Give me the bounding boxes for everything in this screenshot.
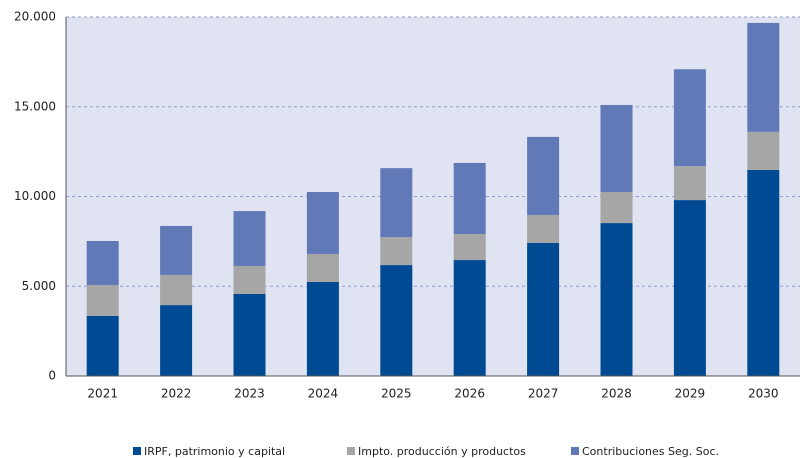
bar-segment (86, 315, 119, 376)
legend-swatch (133, 447, 141, 455)
bar-segment (600, 104, 633, 193)
bar-segment (306, 192, 339, 254)
bar-segment (747, 169, 780, 376)
x-tick-label: 2025 (381, 387, 412, 401)
legend-swatch (347, 447, 355, 455)
x-tick-label: 2022 (161, 387, 192, 401)
x-tick-label: 2027 (528, 387, 559, 401)
bar-segment (453, 234, 486, 261)
bar-segment (380, 168, 413, 238)
bar-segment (453, 260, 486, 376)
bar-segment (747, 131, 780, 170)
bar-segment (233, 265, 266, 294)
bar-segment (747, 22, 780, 132)
bar-segment (160, 305, 193, 376)
bar-segment (233, 211, 266, 266)
bar-segment (233, 293, 266, 376)
bar-segment (306, 281, 339, 376)
x-tick-label: 2023 (234, 387, 265, 401)
bar-segment (673, 200, 706, 376)
bar-segment (453, 162, 486, 235)
y-tick-label: 10.000 (14, 189, 56, 203)
legend: IRPF, patrimonio y capital Impto. producc… (133, 445, 719, 458)
y-tick-label: 20.000 (14, 10, 56, 24)
x-tick-label: 2024 (308, 387, 339, 401)
x-tick-label: 2029 (675, 387, 706, 401)
bar-segment (600, 192, 633, 224)
legend-label: Contribuciones Seg. Soc. (582, 445, 719, 458)
bar-segment (86, 241, 119, 285)
bar-segment (600, 223, 633, 376)
bar-segment (306, 253, 339, 282)
bar-segment (86, 284, 119, 316)
bar-segment (527, 136, 560, 215)
x-tick-label: 2021 (87, 387, 118, 401)
bar-segment (380, 237, 413, 266)
bar-segment (380, 265, 413, 376)
legend-label: IRPF, patrimonio y capital (144, 445, 285, 458)
bar-segment (527, 214, 560, 243)
legend-swatch (571, 447, 579, 455)
x-tick-label: 2026 (454, 387, 485, 401)
x-tick-label: 2030 (748, 387, 779, 401)
y-tick-label: 5.000 (22, 279, 56, 293)
x-tick-label: 2028 (601, 387, 632, 401)
legend-label: Impto. producción y productos (358, 445, 526, 458)
bar-segment (160, 274, 193, 306)
bar-segment (673, 166, 706, 201)
bar-segment (527, 242, 560, 376)
bar-segment (160, 225, 193, 275)
y-tick-label: 15.000 (14, 99, 56, 113)
y-tick-label: 0 (48, 369, 56, 383)
bar-segment (673, 69, 706, 167)
